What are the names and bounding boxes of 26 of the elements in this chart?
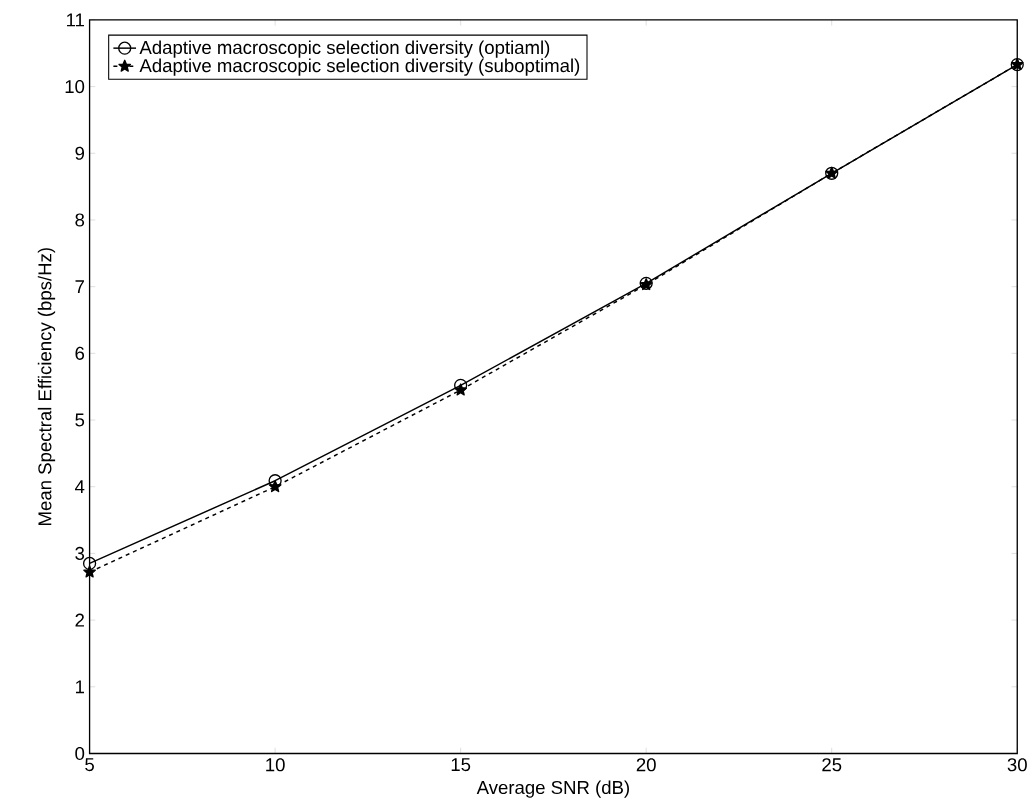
y-tick-label: 11 (67, 13, 84, 27)
y-tick-label: 7 (75, 280, 84, 293)
y-tick-label: 2 (75, 613, 84, 627)
x-tick-label: 25 (822, 758, 842, 772)
y-tick-label: 5 (75, 413, 85, 427)
y-tick-label: 9 (75, 146, 85, 160)
point (83, 565, 96, 578)
y-tick-label: 3 (75, 546, 85, 560)
x-tick-label: 5 (85, 758, 94, 772)
x-tick-label: 30 (1007, 758, 1027, 772)
legend-label: Adaptive macroscopic selection diversity (suboptimal) (139, 58, 580, 76)
point (82, 556, 97, 570)
y-axis-title: Mean Spectral Efficiency (bps/Hz) (37, 248, 56, 525)
point (268, 480, 282, 493)
y-tick-label: 6 (75, 346, 85, 360)
y-tick-label: 8 (75, 213, 85, 227)
x-tick-label: 15 (451, 758, 471, 772)
x-tick-label: 10 (266, 758, 285, 772)
y-tick-label: 4 (74, 480, 85, 494)
y-tick-label: 10 (65, 79, 85, 94)
x-axis-title: Average SNR (dB) (476, 780, 629, 798)
point (454, 383, 467, 396)
y-tick-label: 1 (75, 680, 84, 694)
y-tick-label: 0 (75, 746, 85, 760)
x-tick-label: 20 (636, 758, 656, 772)
legend-label: Adaptive macroscopic selection diversity (optiaml) (139, 40, 550, 58)
